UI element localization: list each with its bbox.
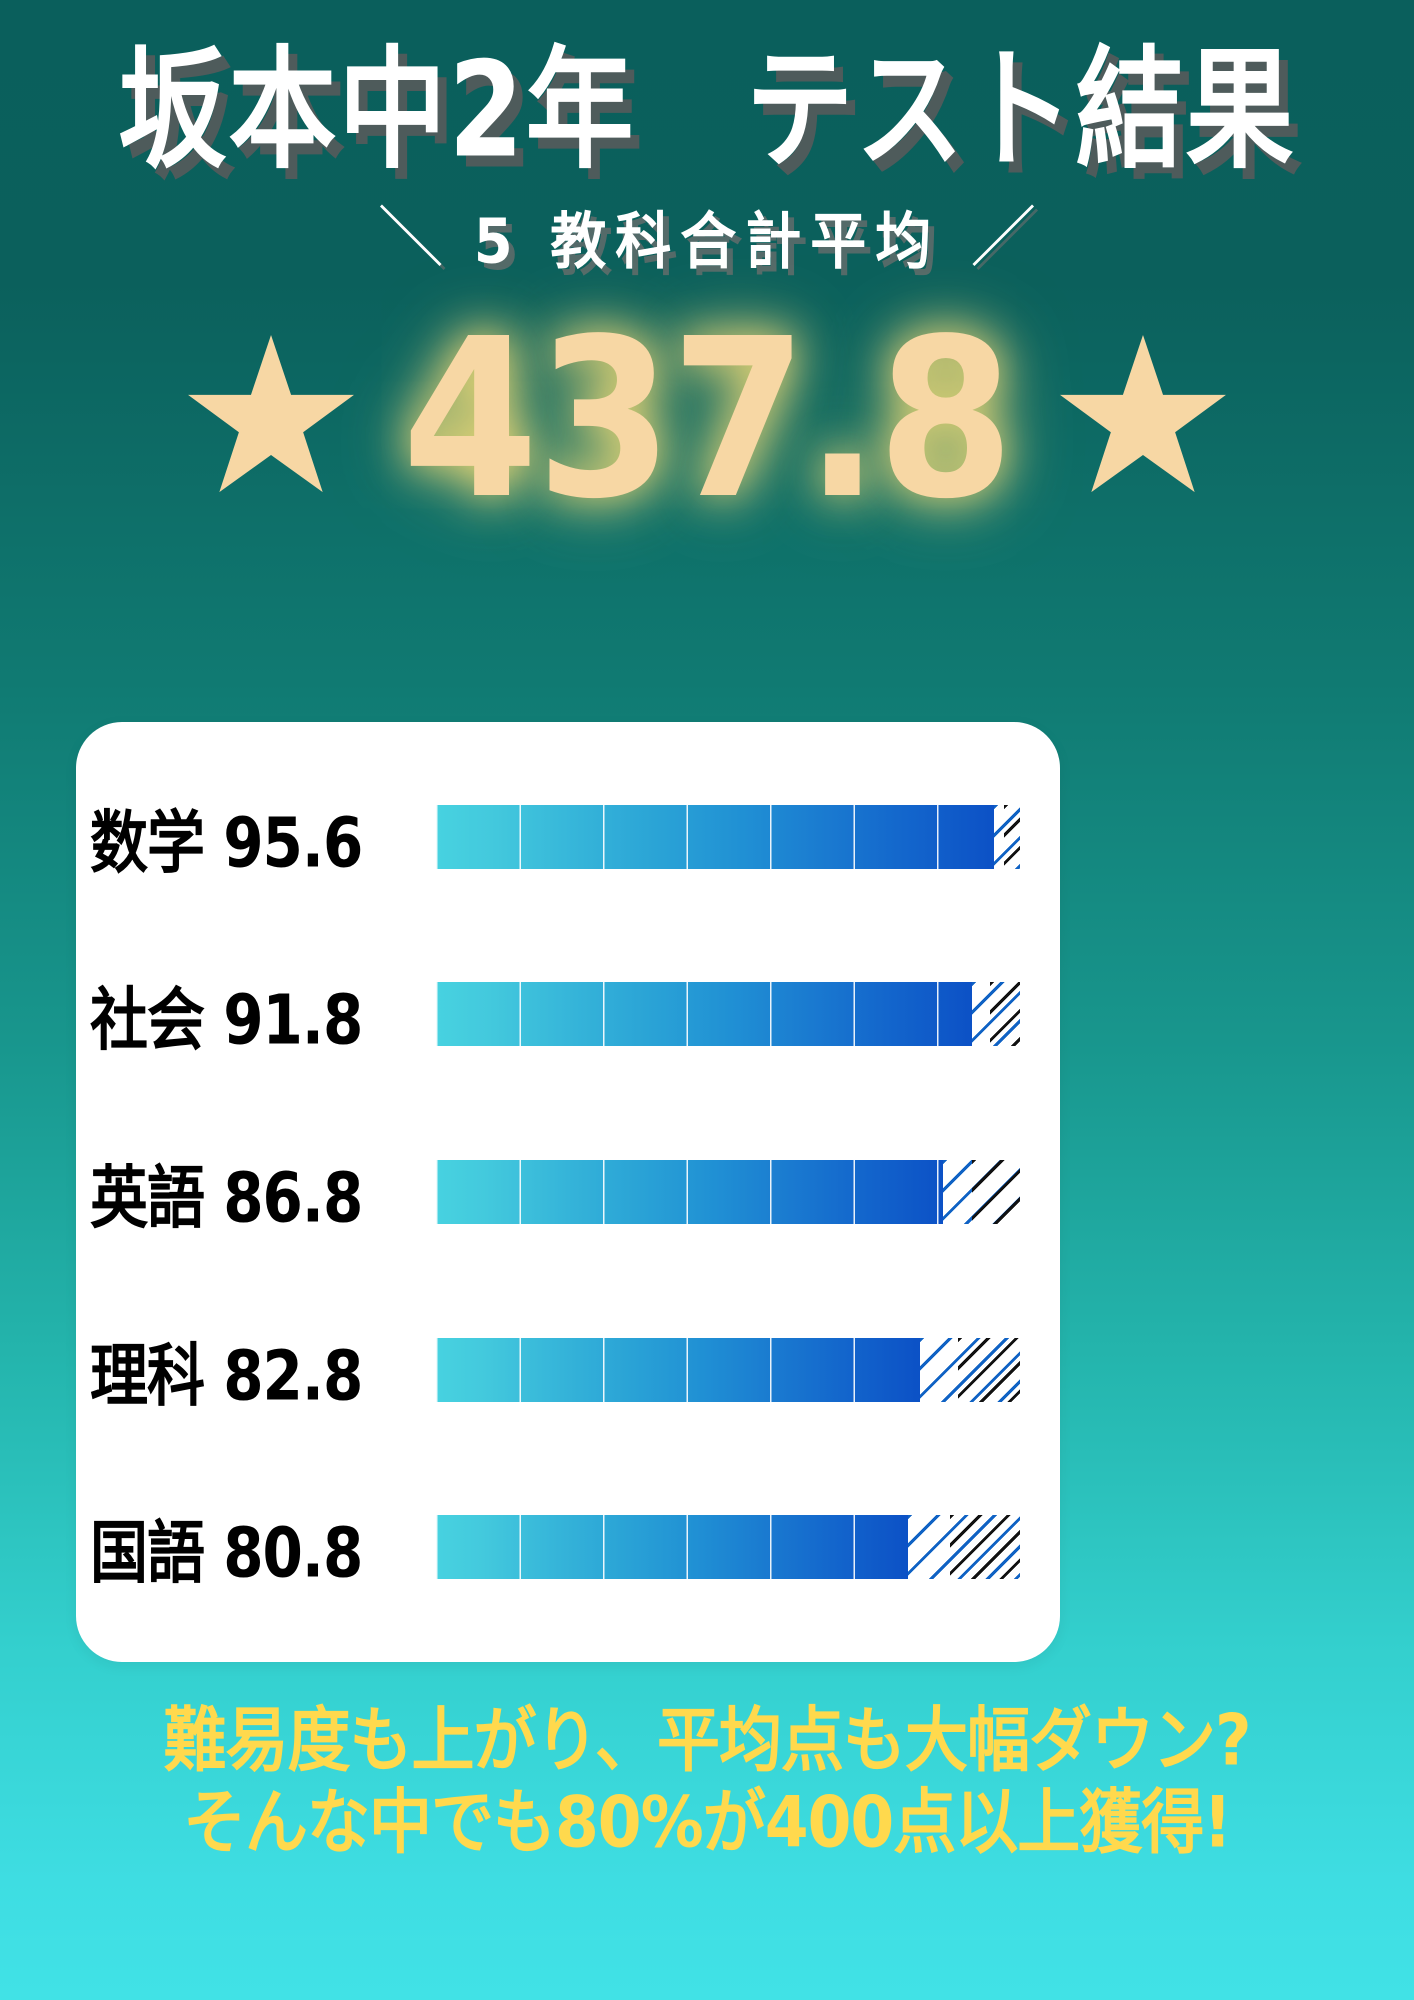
footer-line-1: 難易度も上がり、平均点も大幅ダウン?: [163, 1699, 1251, 1782]
subject-label: 国語 80.8: [90, 1512, 363, 1594]
footer-line-2: そんな中でも80%が400点以上獲得!: [182, 1781, 1232, 1864]
bar-remainder-hatch: [950, 1515, 1020, 1580]
subject-bar-list: 数学 95.6 社会 91.8 英語 86.8 理科 82.8 国語 80.8: [76, 722, 1060, 1662]
subject-bar-track: [436, 804, 1020, 869]
subtitle-row: ＼ 5 教科合計平均 ／: [0, 196, 1414, 278]
subject-label: 理科 82.8: [90, 1335, 363, 1416]
subject-bar-fill: [436, 804, 995, 869]
subject-bar-fill: [436, 1515, 908, 1580]
subject-bar-row: 数学 95.6: [76, 787, 1060, 887]
bar-remainder-hatch: [1004, 804, 1020, 869]
subject-bar-fill: [436, 982, 973, 1047]
subject-bar-track: [436, 1515, 1020, 1580]
star-right-icon: [1060, 335, 1226, 493]
subject-bar-track: [436, 1159, 1020, 1224]
bar-remainder-hatch: [957, 1337, 1020, 1402]
subject-bar-track: [436, 982, 1020, 1047]
subject-bar-fill: [436, 1159, 943, 1224]
star-left-icon: [188, 335, 354, 493]
subject-scores-card: 数学 95.6 社会 91.8 英語 86.8 理科 82.8 国語 80.8: [76, 722, 1060, 1662]
page-subtitle: 5 教科合計平均: [473, 206, 941, 278]
subject-bar-row: 国語 80.8: [76, 1497, 1060, 1597]
footer-note: 難易度も上がり、平均点も大幅ダウン? そんな中でも80%が400点以上獲得!: [0, 1700, 1414, 1864]
total-average-row: 437.8: [0, 310, 1414, 530]
bar-remainder-hatch: [990, 982, 1020, 1047]
slash-left-icon: ＼: [377, 199, 444, 274]
subject-bar-row: 理科 82.8: [76, 1320, 1060, 1420]
total-average-value: 437.8: [402, 292, 1014, 548]
bar-remainder-hatch: [972, 1159, 1020, 1224]
slash-right-icon: ／: [970, 199, 1037, 274]
header: 坂本中2年 テスト結果: [0, 42, 1414, 181]
subject-label: 社会 91.8: [90, 980, 363, 1061]
subject-label: 数学 95.6: [90, 802, 363, 883]
subject-bar-row: 社会 91.8: [76, 964, 1060, 1064]
subject-label: 英語 86.8: [90, 1157, 363, 1239]
subject-bar-fill: [436, 1337, 920, 1402]
page-title: 坂本中2年 テスト結果: [118, 34, 1296, 188]
subject-bar-row: 英語 86.8: [76, 1142, 1060, 1242]
subject-bar-track: [436, 1337, 1020, 1402]
